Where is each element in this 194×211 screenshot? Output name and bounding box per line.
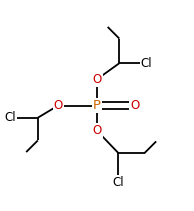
Text: O: O [130,99,139,112]
Text: Cl: Cl [113,176,124,189]
Text: Cl: Cl [5,111,16,124]
Text: P: P [93,99,101,112]
Text: O: O [92,73,102,86]
Text: O: O [92,124,102,137]
Text: Cl: Cl [141,57,152,70]
Text: O: O [54,99,63,112]
